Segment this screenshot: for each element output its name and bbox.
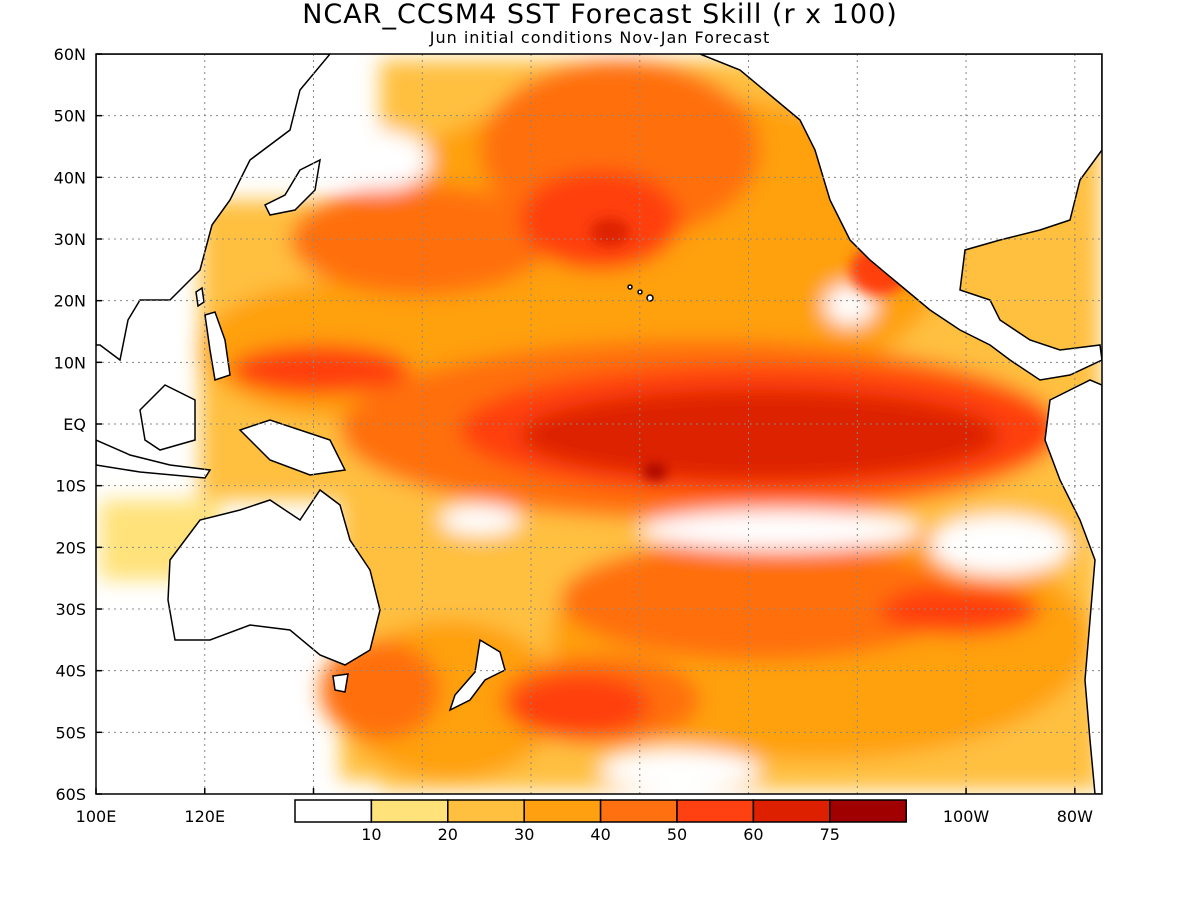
colorbar-label: 20 xyxy=(438,825,458,844)
new-zealand-islands xyxy=(448,638,506,712)
borneo-island xyxy=(139,384,196,451)
philippines-islands xyxy=(204,311,231,381)
colorbar-swatch xyxy=(294,799,373,823)
colorbar-label: 50 xyxy=(667,825,687,844)
colorbar-swatch xyxy=(523,799,602,823)
colorbar-label: 30 xyxy=(514,825,534,844)
hawaii-islands xyxy=(627,284,654,302)
taiwan-island xyxy=(195,286,205,308)
colorbar-label: 40 xyxy=(590,825,610,844)
colorbar-swatch xyxy=(599,799,678,823)
colorbar: 10 20 30 40 50 60 75 xyxy=(289,798,913,850)
colorbar-label: 75 xyxy=(820,825,840,844)
y-tick-label: 40S xyxy=(55,662,86,681)
colorbar-swatch xyxy=(829,799,907,823)
map-subtitle: Jun initial conditions Nov-Jan Forecast xyxy=(429,28,771,47)
x-tick-label: 100W xyxy=(943,807,990,826)
asia-landmass xyxy=(96,54,331,362)
y-tick-label: 50S xyxy=(55,723,86,742)
java-island xyxy=(96,439,212,479)
x-tick-label: 120E xyxy=(184,807,225,826)
y-tick-label: EQ xyxy=(63,415,86,434)
new-guinea-island xyxy=(238,419,347,476)
colorbar-label: 10 xyxy=(361,825,381,844)
y-tick-label: 10S xyxy=(55,477,86,496)
tasmania-island xyxy=(332,673,349,693)
colorbar-swatch xyxy=(752,799,831,823)
australia-landmass xyxy=(167,488,381,666)
x-tick-label: 100E xyxy=(76,807,117,826)
y-tick-label: 30S xyxy=(55,600,86,619)
y-tick-label: 20N xyxy=(54,292,86,311)
y-tick-label: 20S xyxy=(55,538,86,557)
y-tick-label: 30N xyxy=(54,230,86,249)
y-axis-labels: 60N 50N 40N 30N 20N 10N EQ 10S 20S 30S 40S 50S 60S xyxy=(54,45,102,804)
japan-island xyxy=(263,158,321,216)
land-masses xyxy=(96,54,1102,794)
south-america-landmass xyxy=(1044,379,1102,794)
colorbar-swatch xyxy=(447,799,525,823)
colorbar-swatch xyxy=(676,799,755,823)
y-tick-label: 40N xyxy=(54,168,86,187)
colorbar-label: 60 xyxy=(743,825,763,844)
x-tick-label: 80W xyxy=(1057,807,1093,826)
colorbar-swatch xyxy=(370,799,449,823)
x-axis-labels: 100E120E1100W80W xyxy=(76,788,1093,826)
map-title: NCAR_CCSM4 SST Forecast Skill (r x 100) xyxy=(302,0,898,30)
north-america-landmass xyxy=(699,54,1102,381)
y-tick-label: 60S xyxy=(55,785,86,804)
y-tick-label: 60N xyxy=(54,45,86,64)
y-tick-label: 50N xyxy=(54,107,86,126)
y-tick-label: 10N xyxy=(54,353,86,372)
